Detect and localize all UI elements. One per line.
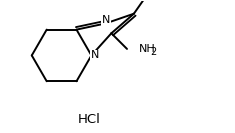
Text: HCl: HCl — [78, 113, 101, 126]
Text: NH: NH — [139, 44, 155, 54]
Text: N: N — [91, 50, 99, 60]
Text: N: N — [102, 15, 110, 25]
Text: 2: 2 — [150, 47, 156, 57]
